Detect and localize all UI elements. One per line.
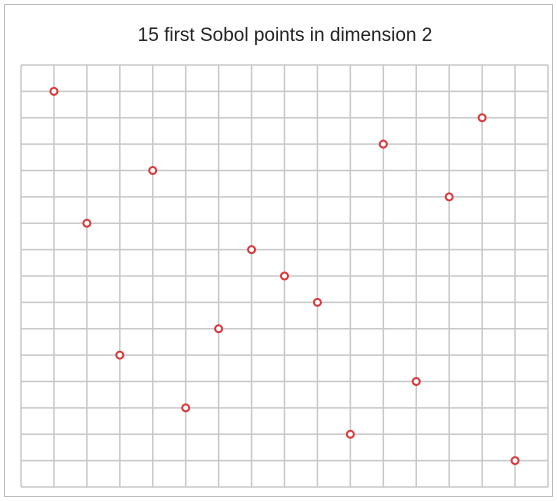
point [82, 218, 92, 228]
frame [4, 4, 553, 497]
point [181, 403, 191, 413]
point [247, 245, 257, 255]
point [280, 271, 289, 281]
point [49, 86, 59, 96]
point [444, 192, 454, 202]
point [214, 324, 224, 334]
point [148, 166, 158, 175]
point [477, 113, 487, 123]
point [510, 456, 520, 466]
point [378, 139, 388, 149]
chart-title: 15 first Sobol points in dimension 2 [138, 25, 433, 46]
point [411, 377, 421, 386]
point [312, 297, 322, 307]
point [115, 350, 125, 360]
point [345, 429, 355, 439]
